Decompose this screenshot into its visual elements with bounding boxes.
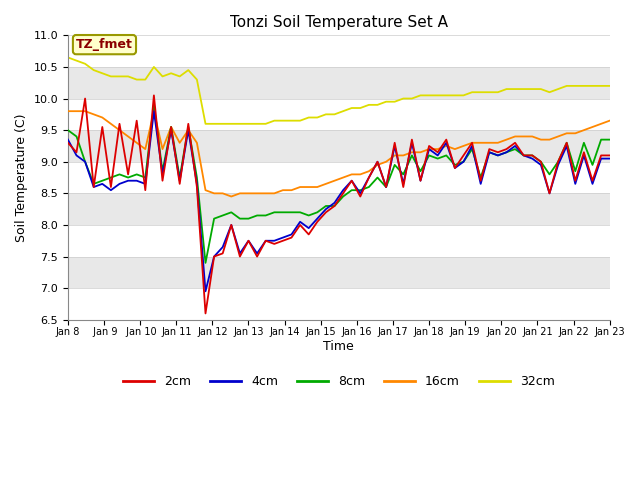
Bar [68, 130, 610, 162]
Legend: 2cm, 4cm, 8cm, 16cm, 32cm: 2cm, 4cm, 8cm, 16cm, 32cm [118, 370, 560, 393]
Bar [68, 288, 610, 320]
Bar [68, 36, 610, 67]
Bar [68, 98, 610, 130]
Bar [68, 256, 610, 288]
Text: TZ_fmet: TZ_fmet [76, 38, 133, 51]
Y-axis label: Soil Temperature (C): Soil Temperature (C) [15, 113, 28, 242]
Bar [68, 193, 610, 225]
Bar [68, 225, 610, 256]
X-axis label: Time: Time [323, 340, 354, 353]
Title: Tonzi Soil Temperature Set A: Tonzi Soil Temperature Set A [230, 15, 448, 30]
Bar [68, 162, 610, 193]
Bar [68, 67, 610, 98]
